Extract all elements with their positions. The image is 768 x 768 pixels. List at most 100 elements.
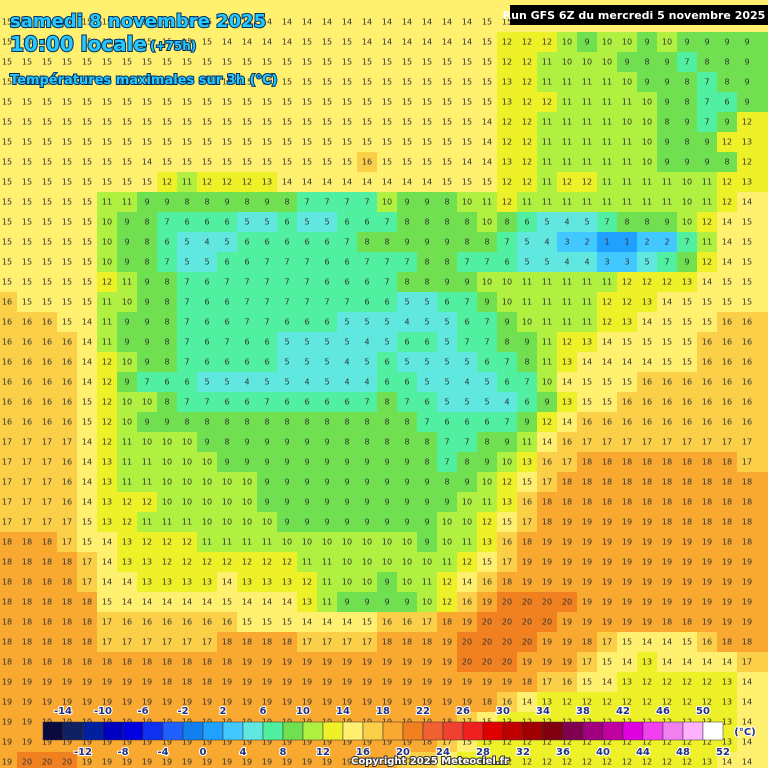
field-cell (317, 172, 337, 192)
field-value: 11 (542, 58, 552, 67)
field-value: 15 (82, 258, 92, 267)
field-value: 13 (722, 738, 732, 747)
field-cell (477, 352, 497, 372)
field-value: 7 (224, 278, 229, 287)
field-cell (97, 232, 117, 252)
colorbar-label: 38 (576, 706, 590, 717)
field-value: 16 (122, 618, 132, 627)
field-cell (0, 292, 17, 312)
field-value: 11 (162, 518, 172, 527)
field-value: 18 (182, 678, 192, 687)
field-value: 8 (284, 418, 289, 427)
field-cell (0, 52, 17, 72)
field-cell (657, 312, 677, 332)
colorbar-swatch (662, 721, 684, 741)
field-cell (677, 172, 697, 192)
field-cell (237, 352, 257, 372)
field-value: 9 (444, 278, 449, 287)
field-value: 15 (242, 158, 252, 167)
field-value: 14 (282, 38, 292, 47)
field-value: 15 (22, 138, 32, 147)
field-cell (137, 92, 157, 112)
field-value: 10 (122, 398, 132, 407)
field-value: 5 (344, 318, 349, 327)
field-cell (437, 72, 457, 92)
field-cell (17, 292, 37, 312)
field-value: 18 (662, 458, 672, 467)
field-cell (697, 132, 717, 152)
field-cell (617, 332, 637, 352)
field-value: 18 (2, 578, 12, 587)
field-cell (57, 232, 77, 252)
field-value: 15 (102, 178, 112, 187)
field-value: 7 (684, 238, 689, 247)
field-value: 4 (564, 258, 569, 267)
field-cell (277, 332, 297, 352)
field-value: 6 (384, 298, 389, 307)
field-value: 19 (222, 678, 232, 687)
field-value: 14 (402, 38, 412, 47)
field-value: 19 (582, 518, 592, 527)
field-value: 7 (444, 458, 449, 467)
field-value: 9 (144, 418, 149, 427)
field-value: 3 (604, 258, 609, 267)
colorbar-swatch (402, 721, 424, 741)
field-value: 6 (304, 398, 309, 407)
field-cell (197, 92, 217, 112)
field-value: 16 (682, 378, 692, 387)
field-value: 19 (602, 578, 612, 587)
colorbar-label: 34 (536, 706, 550, 717)
field-cell (517, 252, 537, 272)
field-cell (317, 352, 337, 372)
colorbar-swatch (142, 721, 164, 741)
field-value: 5 (444, 338, 449, 347)
field-value: 15 (82, 158, 92, 167)
field-value: 18 (122, 658, 132, 667)
field-value: 10 (482, 478, 492, 487)
field-value: 15 (62, 278, 72, 287)
field-value: 19 (222, 758, 232, 767)
field-cell (397, 352, 417, 372)
field-value: 15 (482, 18, 492, 27)
field-value: 15 (262, 618, 272, 627)
field-value: 15 (462, 78, 472, 87)
field-value: 8 (504, 218, 509, 227)
field-value: 18 (622, 458, 632, 467)
field-value: 11 (542, 78, 552, 87)
field-value: 19 (442, 638, 452, 647)
field-value: 15 (482, 558, 492, 567)
field-value: 16 (62, 478, 72, 487)
field-value: 6 (244, 358, 249, 367)
field-value: 15 (202, 58, 212, 67)
field-value: 9 (424, 538, 429, 547)
field-cell (317, 292, 337, 312)
field-value: 6 (344, 398, 349, 407)
field-cell (537, 212, 557, 232)
field-cell (497, 332, 517, 352)
field-cell (317, 272, 337, 292)
field-value: 9 (684, 118, 689, 127)
field-cell (517, 172, 537, 192)
field-value: 8 (164, 358, 169, 367)
field-value: 11 (602, 178, 612, 187)
field-cell (137, 72, 157, 92)
field-value: 13 (562, 398, 572, 407)
field-cell (277, 152, 297, 172)
field-cell (497, 152, 517, 172)
field-value: 12 (562, 338, 572, 347)
field-value: 14 (82, 358, 92, 367)
field-value: 18 (2, 598, 12, 607)
field-value: 13 (162, 578, 172, 587)
field-value: 19 (22, 738, 32, 747)
field-cell (677, 312, 697, 332)
field-value: 15 (22, 198, 32, 207)
field-value: 15 (362, 618, 372, 627)
field-value: 15 (22, 298, 32, 307)
field-cell (697, 92, 717, 112)
field-cell (257, 172, 277, 192)
field-cell (457, 312, 477, 332)
field-cell (517, 32, 537, 52)
field-cell (537, 272, 557, 292)
field-cell (617, 152, 637, 172)
field-cell (77, 292, 97, 312)
